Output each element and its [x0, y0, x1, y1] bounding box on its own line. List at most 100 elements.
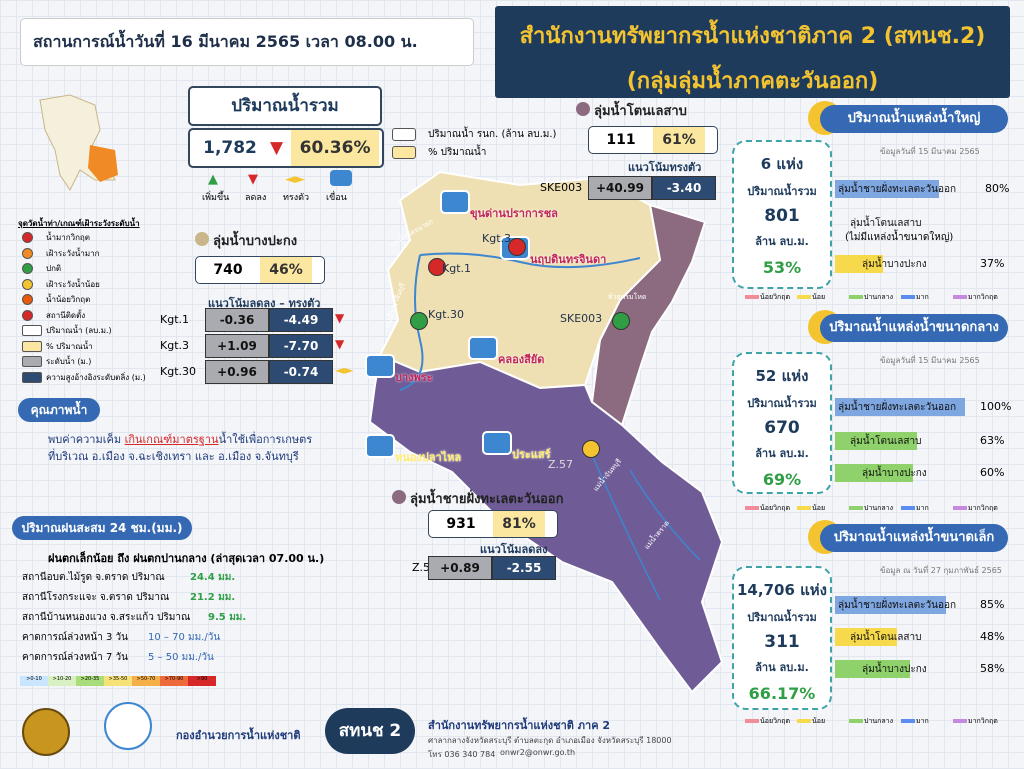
- volume: 801: [764, 206, 800, 226]
- legend-item: น้ำน้อยวิกฤต: [46, 295, 91, 304]
- legend-item: เฝ้าระวังน้ำน้อย: [46, 279, 100, 289]
- legend-item: ปริมาณน้ำ (ลบ.ม.): [46, 326, 112, 335]
- down-icon: ▼: [248, 172, 258, 187]
- legend-swatch: [745, 719, 759, 723]
- rain-value: 21.2 มม.: [190, 592, 236, 603]
- rain-scale-item: >10-20: [48, 676, 76, 686]
- total-volume: 1,782: [203, 138, 257, 158]
- station-bank: -4.49: [269, 308, 333, 332]
- dam-icon: [365, 434, 395, 458]
- dam-label: ขุนด่านปราการชล: [470, 207, 558, 220]
- basin-box: 111 61%: [588, 126, 718, 154]
- basin-percent: 46%: [260, 257, 312, 283]
- station-marker: [410, 312, 428, 330]
- rain-value: 9.5 มม.: [208, 612, 247, 623]
- basin-bar-percent: 48%: [980, 630, 1005, 643]
- legend-swatch: [953, 719, 967, 723]
- basin-bar: [835, 464, 913, 482]
- legend-symbol: [22, 309, 33, 321]
- rain-scale: >0-10 >10-20 >20-35 >35-50 >50-70 >70-90 >90: [20, 676, 216, 686]
- dam-label: หนองปลาไหล: [395, 451, 462, 464]
- quality-text: พบค่าความเค็ม เกินเกณฑ์มาตรฐานน้ำใช้เพื่…: [48, 430, 312, 448]
- summary-label: ปริมาณน้ำรวม: [747, 397, 817, 410]
- legend-symbol: [22, 356, 42, 367]
- legend-label: ปานกลาง: [864, 293, 894, 301]
- legend-label: น้อย: [812, 717, 826, 725]
- basin-dot: [392, 490, 406, 504]
- basin-bar: [835, 398, 965, 416]
- legend-swatch: [901, 506, 915, 510]
- percent: 53%: [762, 258, 802, 277]
- rain-forecast: คาดการณ์ล่วงหน้า 3 วัน: [22, 632, 128, 643]
- legend-label: น้อยวิกฤต: [760, 293, 791, 301]
- summary-card: 52 แห่ง ปริมาณน้ำรวม 670 ล้าน ลบ.ม. 69%: [732, 352, 832, 494]
- basin-name: ลุ่มน้ำบางปะกง: [213, 234, 298, 249]
- basin-dot: [576, 102, 590, 116]
- basin-bar-percent: 63%: [980, 434, 1005, 447]
- legend-label: น้อย: [812, 504, 826, 512]
- river: [399, 252, 641, 391]
- basin-bar-label: ลุ่มน้ำโตนเลสาบ: [850, 436, 922, 447]
- legend-swatch: [849, 719, 863, 723]
- rain-scale-item: >0-10: [20, 676, 48, 686]
- legend-symbol: [22, 294, 33, 305]
- rain-scale-item: >90: [188, 676, 216, 686]
- map-legend-title: จุดวัดน้ำท่า/เกณฑ์เฝ้าระวังระดับน้ำ: [18, 219, 140, 228]
- panel-date: ข้อมูลวันที่ 15 มีนาคม 2565: [880, 356, 980, 365]
- rain-station: สถานีโรงกระแจะ จ.ตราด ปริมาณ: [22, 592, 170, 603]
- station-label: Kgt.1: [442, 262, 472, 275]
- legend-label: น้อยวิกฤต: [760, 504, 791, 512]
- basin-box: 931 81%: [428, 510, 558, 538]
- legend-label: ปริมาณน้ำ รนก. (ล้าน ลบ.ม.): [428, 129, 557, 140]
- legend-label: ปานกลาง: [864, 504, 894, 512]
- basin-bar: [835, 180, 939, 198]
- legend-item: % ปริมาณน้ำ: [46, 341, 93, 351]
- dam-icon: [365, 354, 395, 378]
- legend-label: มาก: [916, 717, 929, 725]
- summary-card: 6 แห่ง ปริมาณน้ำรวม 801 ล้าน ลบ.ม. 53%: [732, 140, 832, 289]
- basin-bar-percent: 85%: [980, 598, 1005, 611]
- station-id: SKE003: [540, 181, 583, 194]
- basin-percent: 81%: [493, 511, 545, 537]
- legend-item: สถานีติดตั้ง: [46, 310, 86, 320]
- legend-symbol: [22, 325, 42, 336]
- basin-bar-label: ลุ่มน้ำบางปะกง: [862, 259, 927, 270]
- trend-arrow: ◄►: [335, 363, 354, 377]
- trend-legend-label: ทรงตัว: [283, 193, 310, 203]
- station-id: Kgt.3: [160, 339, 190, 352]
- quality-start: พบค่าความเค็ม: [48, 433, 122, 446]
- count: 52 แห่ง: [755, 367, 809, 385]
- legend-item: น้ำมากวิกฤต: [46, 233, 90, 242]
- basin-bar: [835, 660, 911, 678]
- panel-date: ข้อมูล ณ วันที่ 27 กุมภาพันธ์ 2565: [880, 566, 1002, 575]
- unit: ล้าน ลบ.ม.: [755, 447, 809, 460]
- basin-bar-percent: 100%: [980, 400, 1012, 413]
- trend-arrow: ▼: [335, 311, 345, 325]
- summary-label: ปริมาณน้ำรวม: [747, 611, 817, 624]
- legend-label: มากวิกฤต: [968, 717, 998, 725]
- legend-swatch: [849, 506, 863, 510]
- basin-box: 740 46%: [195, 256, 325, 284]
- unit: ล้าน ลบ.ม.: [755, 661, 809, 674]
- dam-icon: [440, 190, 470, 214]
- basin-bar: [835, 255, 884, 273]
- total-box: 1,782 ▼ 60.36%: [188, 128, 384, 168]
- title-line2: (กลุ่มลุ่มน้ำภาคตะวันออก): [626, 69, 879, 94]
- legend-swatch: [745, 295, 759, 299]
- quality-title: คุณภาพน้ำ: [18, 398, 100, 422]
- station-bank: -0.74: [269, 360, 333, 384]
- address: ศาลากลางจังหวัดสระบุรี ตำบลตะกุด อำเภอเม…: [428, 736, 672, 745]
- river-label: ห้วยพรมโหด: [608, 293, 647, 301]
- quality-end: น้ำใช้เพื่อการเกษตร: [218, 433, 313, 446]
- basin-trend: แนวโน้มลดลง: [480, 543, 548, 556]
- rain-forecast-value: 5 – 50 มม./วัน: [148, 652, 214, 663]
- percent: 66.17%: [748, 684, 816, 703]
- trend-legend-label: เขื่อน: [326, 193, 347, 203]
- basin-bar-percent: 37%: [980, 257, 1005, 270]
- legend-swatch: [849, 295, 863, 299]
- basin-percent: 61%: [653, 127, 705, 153]
- rain-station: สถานีบ้านหนองแวง จ.สระแก้ว ปริมาณ: [22, 612, 191, 623]
- summary-card: 14,706 แห่ง ปริมาณน้ำรวม 311 ล้าน ลบ.ม. 66.1…: [732, 566, 832, 710]
- legend-swatch: [797, 295, 811, 299]
